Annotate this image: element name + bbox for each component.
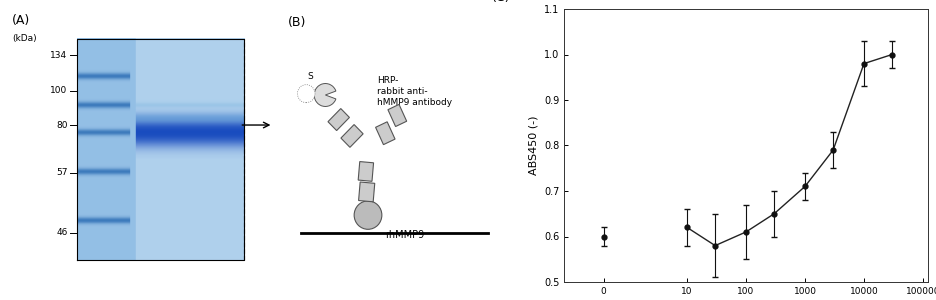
Circle shape [354,201,382,229]
Text: 134: 134 [51,51,67,60]
Circle shape [297,85,314,103]
Text: HRP-
rabbit anti-
hMMP9 antibody: HRP- rabbit anti- hMMP9 antibody [377,76,452,107]
Polygon shape [358,182,374,202]
Text: (A): (A) [12,14,30,28]
Text: (B): (B) [287,16,306,29]
Polygon shape [328,109,349,130]
Text: S: S [308,72,314,81]
Polygon shape [388,104,406,127]
Text: rhMMP9: rhMMP9 [385,230,424,240]
Wedge shape [314,83,335,106]
Text: 46: 46 [56,228,67,237]
Text: P: P [303,89,309,98]
Text: (kDa): (kDa) [12,34,37,43]
Polygon shape [358,162,373,181]
Text: 100: 100 [51,86,67,95]
Y-axis label: ABS450 (-): ABS450 (-) [528,116,538,175]
Text: (C): (C) [491,0,510,4]
Polygon shape [375,122,395,145]
Text: 57: 57 [56,168,67,177]
Text: 80: 80 [56,121,67,130]
Polygon shape [341,124,363,147]
